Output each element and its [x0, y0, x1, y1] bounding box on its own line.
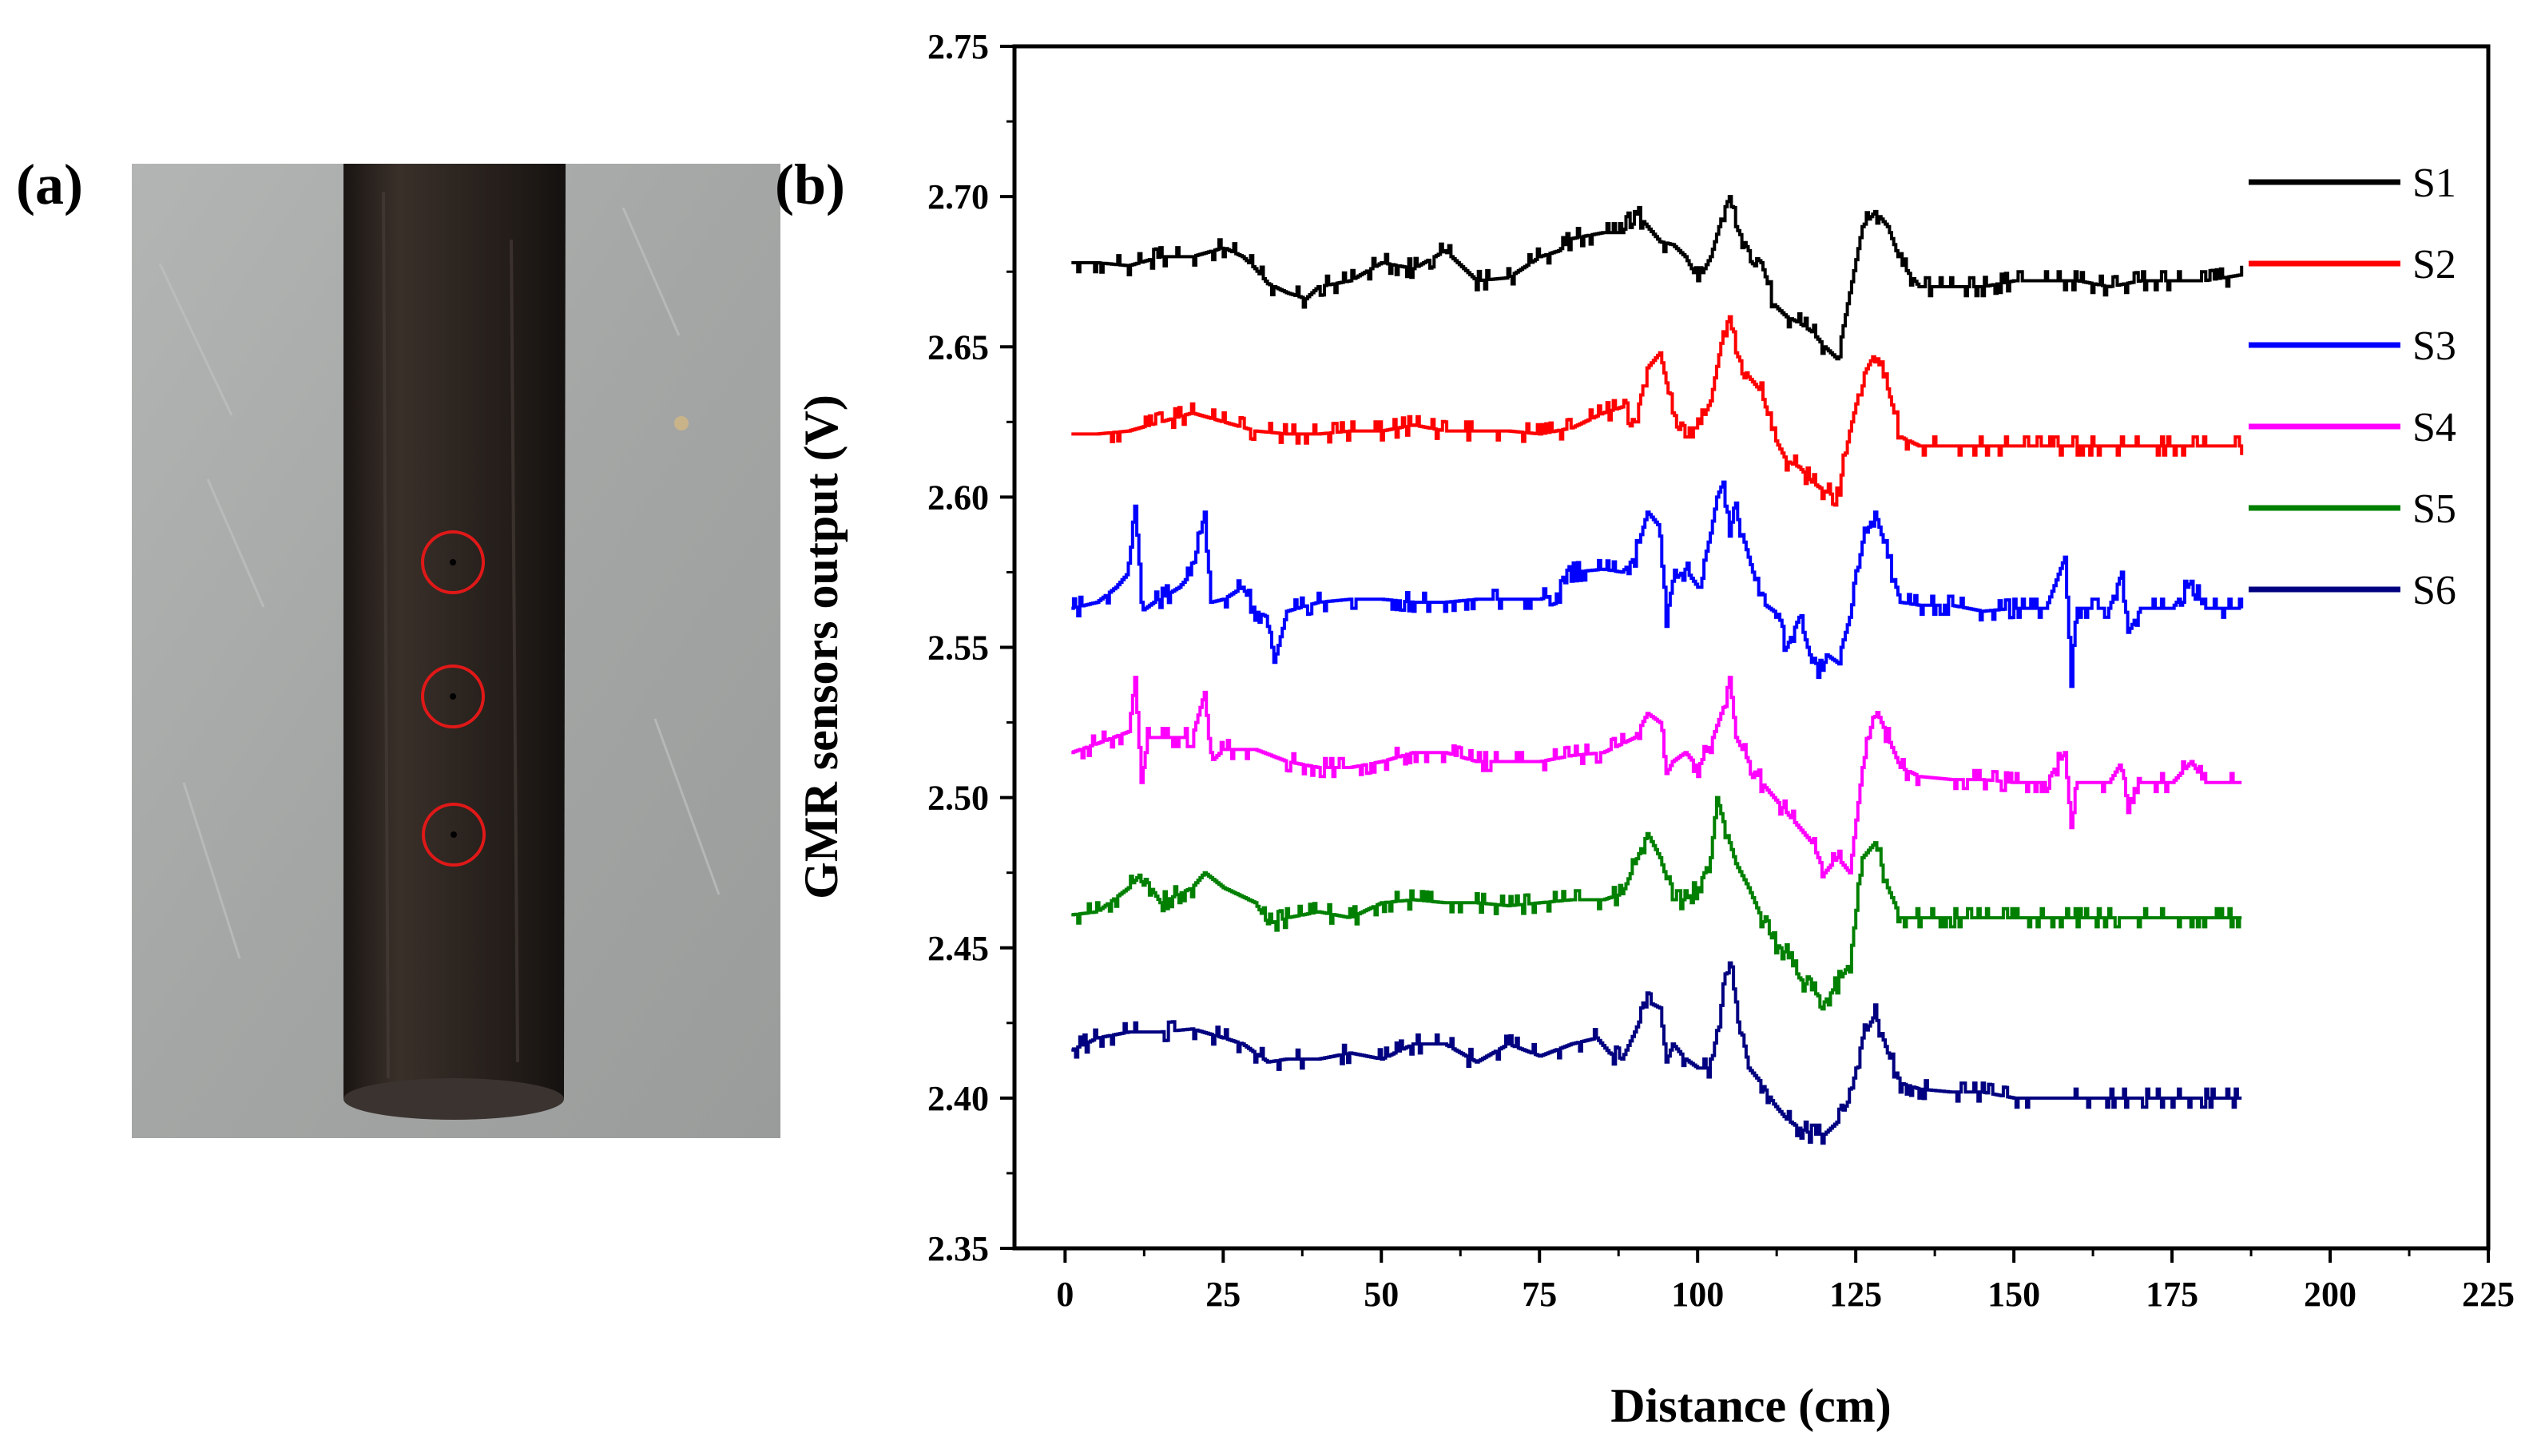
x-tick-label-100: 100 — [1671, 1275, 1724, 1314]
legend: S1 S2 S3 S4 S5 S6 — [2249, 161, 2456, 613]
defect-circle-2 — [421, 665, 485, 728]
x-tick-label-25: 25 — [1205, 1275, 1241, 1314]
y-tick-label-3: 2.50 — [927, 779, 989, 818]
legend-label-s2: S2 — [2412, 242, 2456, 288]
y-tick-label-1: 2.40 — [927, 1079, 989, 1118]
y-tick-label-0: 2.35 — [927, 1229, 989, 1268]
x-tick-label-75: 75 — [1522, 1275, 1557, 1314]
series-line-s2 — [1071, 315, 2244, 507]
x-tick-label-125: 125 — [1829, 1275, 1882, 1314]
y-tick-label-7: 2.70 — [927, 177, 989, 216]
series-line-s6 — [1071, 961, 2242, 1145]
panel-a-label: (a) — [16, 153, 83, 216]
defect-hole-3 — [451, 831, 457, 838]
x-tick-label-175: 175 — [2146, 1275, 2198, 1314]
y-tick-label-8: 2.75 — [927, 27, 989, 66]
y-tick-label-2: 2.45 — [927, 929, 989, 968]
y-axis-title: GMR sensors output (V) — [795, 395, 848, 899]
y-tick-label-6: 2.65 — [927, 327, 989, 367]
x-tick-label-0: 0 — [1056, 1275, 1074, 1314]
defect-circle-1 — [421, 530, 485, 594]
x-tick-label-225: 225 — [2462, 1275, 2515, 1314]
series-line-s5 — [1071, 795, 2242, 1011]
defect-hole-1 — [450, 559, 456, 565]
panel-b-label: (b) — [775, 153, 845, 216]
defect-hole-2 — [450, 693, 456, 700]
defect-markers — [421, 530, 486, 867]
background-scratches — [158, 207, 721, 959]
defect-circle-3 — [422, 803, 486, 867]
y-tick-label-4: 2.55 — [927, 629, 989, 668]
x-tick-label-50: 50 — [1364, 1275, 1399, 1314]
series-line-s4 — [1071, 676, 2242, 879]
x-axis-title: Distance (cm) — [1610, 1379, 1892, 1432]
background-speck — [674, 416, 689, 430]
y-tick-label-5: 2.60 — [927, 478, 989, 517]
legend-label-s6: S6 — [2412, 568, 2456, 613]
pipe-end — [343, 1078, 564, 1120]
series-layer — [1071, 195, 2244, 1145]
legend-label-s4: S4 — [2412, 405, 2456, 450]
legend-label-s5: S5 — [2412, 486, 2456, 532]
x-tick-label-150: 150 — [1987, 1275, 2040, 1314]
x-axis: 0 25 50 75 100 125 150 175 200 225 — [1056, 1248, 2515, 1314]
y-axis: 2.35 2.40 2.45 2.50 2.55 2.60 2.65 2.70 2.75 — [927, 27, 1014, 1268]
x-tick-label-200: 200 — [2304, 1275, 2356, 1314]
panel-b: (b) 0 25 50 75 100 125 150 175 200 225 2.352.402.… — [775, 27, 2515, 1432]
legend-label-s1: S1 — [2412, 161, 2456, 206]
panel-a: (a) — [16, 153, 780, 1138]
series-line-s3 — [1071, 480, 2244, 688]
pipe — [343, 164, 566, 1114]
legend-label-s3: S3 — [2412, 323, 2456, 369]
series-line-s1 — [1071, 195, 2244, 361]
pipe-highlights — [382, 191, 519, 1079]
